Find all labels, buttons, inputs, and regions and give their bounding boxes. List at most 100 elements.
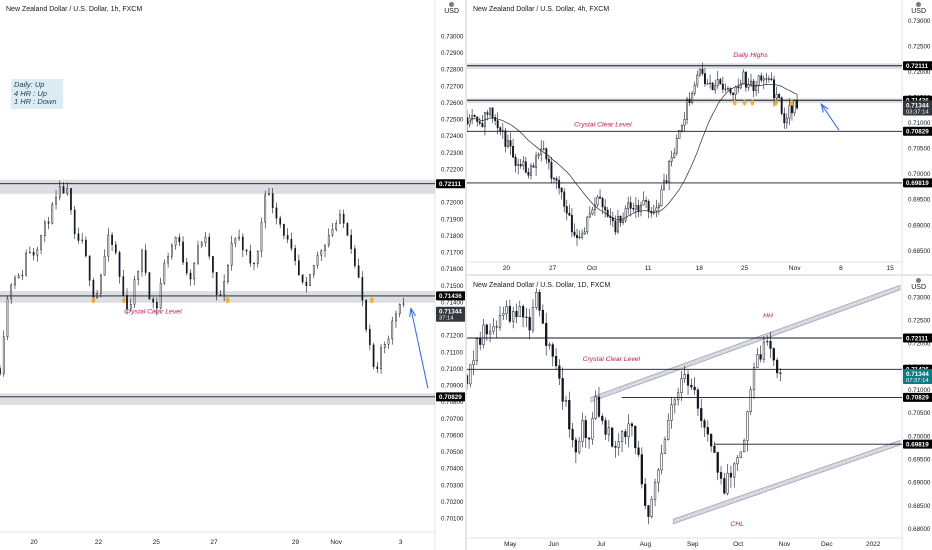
chart-panel-1h[interactable]: 0.73000 0.72900 0.72800 0.72700 0.72600 0.725…: [0, 0, 465, 550]
candle-body: [660, 189, 663, 206]
chart-panel-4h[interactable]: 0.730000.725000.720000.715000.710000.705…: [467, 0, 932, 274]
candle-body: [467, 375, 469, 385]
candle-body: [796, 100, 799, 109]
candle-body: [208, 236, 211, 257]
chart-title: New Zealand Dollar / U.S. Dollar, 1D, FX…: [473, 282, 611, 289]
candle-body: [683, 118, 686, 126]
candle-body: [346, 223, 349, 236]
currency-text: USD: [444, 8, 459, 15]
candle-body: [721, 83, 724, 90]
candle-body: [542, 148, 545, 150]
projection-arrow-head: [820, 102, 829, 113]
level-zone: [467, 98, 902, 104]
candle-body: [223, 281, 225, 295]
candle-body: [611, 427, 614, 447]
price-tick-label: 0.70200: [441, 499, 464, 506]
candle-body: [335, 222, 338, 230]
candle-body: [640, 204, 642, 212]
candle-body: [642, 200, 645, 206]
candle-body: [485, 324, 488, 335]
candle-body: [88, 255, 91, 281]
time-tick-label: Nov: [789, 265, 801, 272]
candle-body: [773, 79, 776, 99]
price-tick-label: 0.71800: [441, 233, 464, 240]
candle-body: [690, 384, 693, 388]
candle-body: [156, 301, 158, 309]
touch-marker: [789, 99, 794, 106]
candle-body: [402, 303, 405, 305]
candle-body: [548, 344, 551, 346]
candle-body: [706, 83, 709, 85]
candle-body: [40, 235, 42, 250]
candle-body: [591, 209, 594, 215]
candle-body: [783, 113, 786, 124]
chart-panel-1d[interactable]: 0.730000.725000.720000.715000.710000.705…: [467, 276, 932, 550]
candle-body: [632, 207, 635, 210]
currency-dot-icon: [449, 2, 455, 7]
level-price-label: 0.71344: [439, 309, 462, 316]
candle-body: [578, 236, 581, 239]
chart-svg-4h[interactable]: 0.730000.725000.720000.715000.710000.705…: [467, 0, 932, 274]
level-countdown-label: 37:14: [439, 316, 454, 322]
candle-body: [596, 196, 599, 206]
bias-4hr: 4 HR : Up: [14, 88, 47, 98]
candle-body: [517, 164, 520, 166]
candle-body: [793, 100, 796, 114]
time-tick-label: Sep: [687, 541, 699, 548]
candle-body: [670, 157, 673, 162]
price-tick-label: 0.72200: [441, 166, 464, 173]
price-tick-label: 0.72000: [441, 200, 464, 207]
candle-body: [324, 244, 326, 251]
candle-body: [372, 344, 375, 367]
candle-body: [747, 84, 750, 88]
price-tick-label: 0.71500: [441, 283, 464, 290]
candle-body: [601, 198, 604, 208]
candle-body: [766, 340, 769, 343]
candle-body: [675, 138, 678, 154]
currency-label[interactable]: USD: [444, 2, 459, 16]
candle-body: [486, 112, 489, 115]
candle-body: [565, 206, 568, 214]
currency-label[interactable]: USD: [911, 2, 926, 16]
candle-body: [591, 418, 594, 440]
candle-body: [200, 242, 203, 247]
candle-body: [680, 124, 683, 131]
candle-body: [734, 86, 737, 95]
candle-body: [2, 336, 5, 375]
candle-body: [339, 213, 341, 224]
candle-body: [711, 82, 714, 91]
level-price-tag: [903, 369, 932, 385]
currency-label[interactable]: USD: [911, 278, 926, 292]
candle-body: [499, 127, 502, 132]
candle-body: [126, 295, 128, 310]
candle-body: [599, 196, 602, 199]
candle-body: [553, 178, 555, 180]
chart-svg-1h[interactable]: 0.73000 0.72900 0.72800 0.72700 0.72600 0.725…: [0, 0, 465, 550]
price-tick-label: 0.72500: [908, 317, 931, 324]
candle-body: [522, 161, 525, 167]
projection-arrow-head: [409, 307, 416, 318]
candle-body: [505, 306, 508, 314]
candle-body: [111, 234, 113, 245]
candle-body: [640, 454, 643, 485]
candle-body: [342, 213, 345, 224]
candle-body: [528, 317, 531, 331]
candle-body: [779, 372, 782, 374]
candle-body: [574, 439, 577, 453]
candle-body: [568, 400, 571, 430]
level-price-label: 0.71436: [439, 293, 462, 300]
level-price-tag: [903, 392, 932, 402]
candle-body: [73, 209, 76, 235]
candle-body: [316, 254, 319, 266]
candle-body: [398, 304, 401, 315]
candle-body: [696, 389, 700, 409]
annotation-label: Crystal Clear Level: [124, 309, 182, 316]
price-tick-label: 0.70500: [908, 146, 931, 153]
candle-body: [482, 324, 485, 345]
price-tick-label: 0.71100: [441, 349, 463, 356]
candle-body: [729, 472, 733, 478]
candle-body: [727, 88, 729, 90]
level-countdown-label: 07:37:14: [906, 378, 929, 384]
chart-svg-1d[interactable]: 0.730000.725000.720000.715000.710000.705…: [467, 276, 932, 550]
price-tick-label: 0.69000: [908, 222, 931, 229]
